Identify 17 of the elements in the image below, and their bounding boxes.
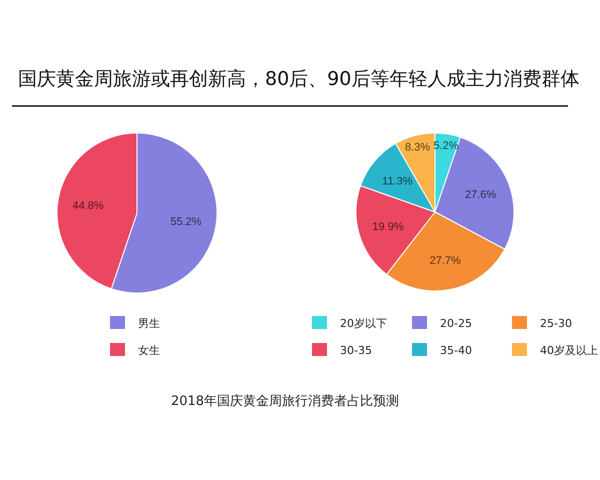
data-label: 19.9% [372, 220, 404, 233]
data-label: 27.6% [464, 188, 496, 201]
legend-label: 40岁及以上 [540, 344, 598, 357]
data-label: 11.3% [382, 176, 413, 188]
data-label: 27.7% [430, 254, 462, 267]
legend-label: 20岁以下 [340, 317, 387, 330]
legend-label: 30-35 [340, 344, 372, 357]
data-label: 8.3% [404, 141, 430, 154]
legend-label: 25-30 [540, 317, 572, 330]
legend-label: 女生 [138, 344, 160, 357]
data-label: 44.8% [72, 200, 104, 212]
legend-label: 20-25 [440, 317, 472, 330]
legend-label: 男生 [138, 317, 160, 330]
legend-label: 35-40 [440, 344, 472, 357]
text: 国庆黄金周旅游或再创新高，80后、90后等年轻人成主力消费群体 [18, 68, 580, 90]
data-label: 55.2% [170, 216, 202, 228]
text: 2018年国庆黄金周旅行消费者占比预测 [170, 394, 400, 409]
